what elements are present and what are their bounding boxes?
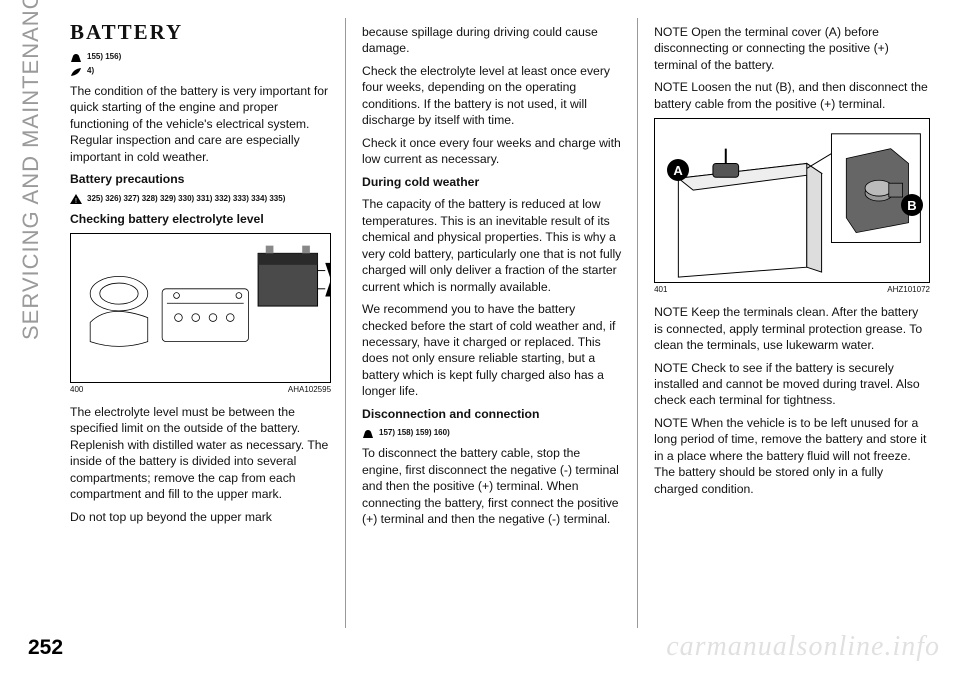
paragraph: To disconnect the battery cable, stop th… (362, 445, 623, 527)
figure-caption: 401 AHZ101072 (654, 285, 930, 296)
columns: BATTERY 155) 156) 4) The condition of th… (70, 18, 930, 628)
paragraph: NOTE Keep the terminals clean. After the… (654, 304, 930, 353)
figure-code: AHZ101072 (887, 285, 930, 296)
ref-line-2: 4) (70, 66, 331, 77)
ref-text: 325) 326) 327) 328) 329) 330) 331) 332) … (87, 194, 285, 205)
leaf-icon (70, 67, 82, 77)
paragraph: We recommend you to have the battery che… (362, 301, 623, 400)
column-1: BATTERY 155) 156) 4) The condition of th… (70, 18, 346, 628)
figure-code: AHA102595 (288, 385, 331, 396)
paragraph: Do not top up beyond the upper mark (70, 509, 331, 525)
battery-terminal-illustration (655, 119, 929, 282)
svg-text:!: ! (75, 198, 77, 204)
paragraph: The capacity of the battery is reduced a… (362, 196, 623, 295)
figure-400 (70, 233, 331, 383)
warning-icon: ! (70, 194, 82, 204)
ref-line-3: ! 325) 326) 327) 328) 329) 330) 331) 332… (70, 194, 331, 205)
paragraph: NOTE When the vehicle is to be left unus… (654, 415, 930, 497)
paragraph: Check the electrolyte level at least onc… (362, 63, 623, 129)
hand-icon (70, 53, 82, 63)
paragraph: The condition of the battery is very imp… (70, 83, 331, 165)
column-2: because spillage during driving could ca… (362, 18, 638, 628)
subheading-checking: Checking battery electrolyte level (70, 211, 331, 227)
figure-401: A B (654, 118, 930, 283)
ref-text: 157) 158) 159) 160) (379, 428, 450, 439)
page-number: 252 (28, 636, 63, 660)
figure-number: 400 (70, 385, 83, 396)
battery-engine-illustration (71, 234, 330, 382)
watermark: carmanualsonline.info (666, 631, 940, 663)
ref-text: 4) (87, 66, 94, 77)
paragraph: Check it once every four weeks and charg… (362, 135, 623, 168)
column-3: NOTE Open the terminal cover (A) before … (654, 18, 930, 628)
subheading-precautions: Battery precautions (70, 171, 331, 187)
subheading-cold: During cold weather (362, 174, 623, 190)
ref-line-1: 155) 156) (70, 52, 331, 63)
figure-number: 401 (654, 285, 667, 296)
subheading-disconnection: Disconnection and connection (362, 406, 623, 422)
ref-text: 155) 156) (87, 52, 121, 63)
section-label: SERVICING AND MAINTENANCE (18, 0, 44, 340)
paragraph: The electrolyte level must be between th… (70, 404, 331, 503)
paragraph: because spillage during driving could ca… (362, 24, 623, 57)
heading-battery: BATTERY (70, 18, 331, 46)
paragraph: NOTE Open the terminal cover (A) before … (654, 24, 930, 73)
paragraph: NOTE Loosen the nut (B), and then discon… (654, 79, 930, 112)
figure-caption: 400 AHA102595 (70, 385, 331, 396)
manual-page: SERVICING AND MAINTENANCE BATTERY 155) 1… (0, 0, 960, 678)
hand-icon (362, 429, 374, 439)
ref-line-4: 157) 158) 159) 160) (362, 428, 623, 439)
paragraph: NOTE Check to see if the battery is secu… (654, 360, 930, 409)
